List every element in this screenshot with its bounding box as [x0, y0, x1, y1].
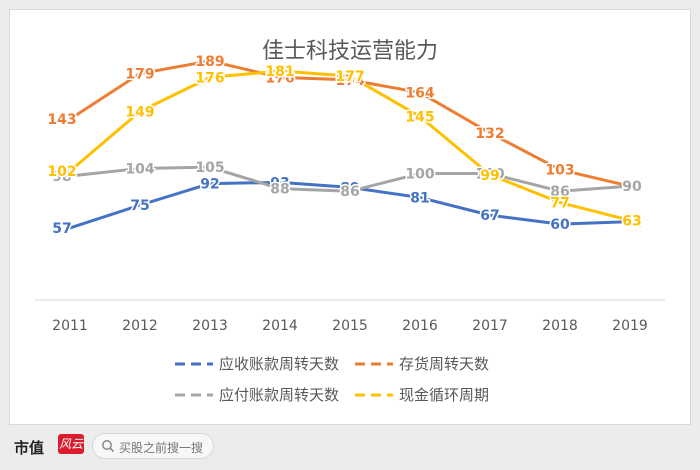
- data-label: 92: [200, 177, 219, 193]
- x-tick-label: 2011: [52, 318, 88, 334]
- data-label: 176: [195, 70, 224, 86]
- data-label: 132: [475, 126, 504, 142]
- data-label: 57: [52, 221, 71, 237]
- data-label: 104: [125, 161, 154, 177]
- data-label: 189: [195, 54, 224, 70]
- data-label: 77: [550, 196, 569, 212]
- x-tick-label: 2014: [262, 318, 298, 334]
- brand-logo-text: 市值: [14, 439, 45, 457]
- chart-title: 佳士科技运营能力: [262, 39, 438, 64]
- x-tick-label: 2013: [192, 318, 228, 334]
- legend-entry: 应收账款周转天数: [219, 355, 339, 373]
- data-label: 63: [622, 213, 641, 229]
- search-icon: [102, 440, 115, 453]
- data-label: 143: [47, 112, 76, 128]
- data-label: 164: [405, 86, 434, 102]
- data-label: 149: [125, 105, 154, 121]
- data-label: 145: [405, 110, 434, 126]
- data-label: 177: [335, 69, 364, 85]
- x-tick-label: 2017: [472, 318, 508, 334]
- brand-logo-mark: 风云: [58, 434, 84, 454]
- data-label: 86: [550, 184, 569, 200]
- x-tick-label: 2016: [402, 318, 438, 334]
- data-label: 90: [622, 179, 642, 195]
- data-label: 81: [410, 191, 429, 207]
- data-label: 88: [270, 182, 289, 198]
- data-label: 176: [265, 70, 294, 86]
- data-label: 100: [475, 167, 504, 183]
- legend-entry: 应付账款周转天数: [219, 386, 339, 404]
- x-tick-label: 2012: [122, 318, 158, 334]
- x-tick-label: 2019: [612, 318, 648, 334]
- search-placeholder: 买股之前搜一搜: [119, 441, 204, 455]
- data-label: 174: [335, 73, 364, 89]
- data-label: 105: [195, 160, 224, 176]
- data-label: 181: [265, 64, 294, 80]
- data-label: 103: [545, 163, 574, 179]
- data-label: 67: [480, 208, 499, 224]
- search-input[interactable]: 买股之前搜一搜: [92, 433, 214, 459]
- data-label: 62: [622, 215, 641, 231]
- footer: 市值 风云 买股之前搜一搜: [0, 425, 700, 470]
- data-label: 60: [550, 217, 570, 233]
- legend-entry: 现金循环周期: [399, 386, 489, 404]
- chart-card: [9, 9, 691, 425]
- data-label: 99: [480, 168, 499, 184]
- data-label: 89: [340, 180, 359, 196]
- data-label: 100: [405, 167, 434, 183]
- data-label: 98: [52, 169, 71, 185]
- data-label: 86: [340, 184, 359, 200]
- data-label: 75: [130, 198, 149, 214]
- data-label: 90: [622, 179, 642, 195]
- data-label: 179: [125, 67, 154, 83]
- x-tick-label: 2015: [332, 318, 368, 334]
- legend-entry: 存货周转天数: [399, 355, 489, 373]
- x-tick-label: 2018: [542, 318, 578, 334]
- data-label: 93: [270, 175, 289, 191]
- data-label: 102: [47, 164, 76, 180]
